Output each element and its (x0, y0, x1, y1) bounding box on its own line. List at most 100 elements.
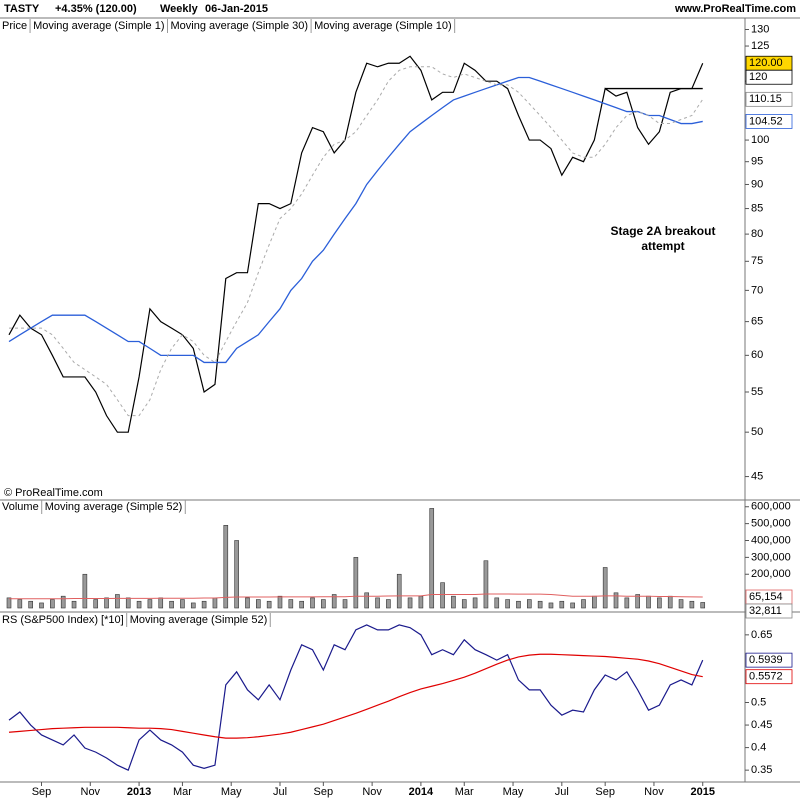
volume-bar (505, 599, 510, 609)
volume-bar (60, 595, 66, 609)
volume-bar (451, 595, 456, 609)
series-line (8, 76, 703, 364)
volume-bar (288, 599, 294, 609)
x-tick-label: Mar (455, 786, 474, 798)
volume-bar (17, 599, 23, 609)
volume-bar (407, 597, 413, 609)
volume-bar (602, 567, 608, 609)
volume-bar (440, 582, 445, 609)
volume-bar (592, 595, 597, 609)
y-tick-label: 600,000 (751, 501, 791, 513)
volume-bar (483, 560, 489, 609)
volume-bar (353, 557, 359, 609)
x-tick-label: Jul (555, 786, 569, 798)
volume-bar (537, 600, 543, 609)
volume-bar (223, 525, 229, 609)
y-tick-label: 55 (751, 386, 763, 398)
volume-bar (6, 597, 12, 609)
period: Weekly (160, 3, 199, 15)
series-line (8, 653, 703, 739)
legend-entry: Price (2, 20, 27, 32)
last-value-label: 0.5572 (749, 671, 783, 683)
y-tick-label: 65 (751, 316, 763, 328)
last-value-box (745, 69, 793, 85)
y-tick-label: 130 (751, 23, 769, 35)
volume-bar (212, 597, 218, 609)
volume-bar (570, 602, 575, 609)
volume-bar (71, 600, 77, 609)
volume-bar (50, 599, 55, 609)
volume-bar (548, 602, 554, 609)
x-tick-label: Sep (595, 786, 615, 798)
volume-bar (125, 597, 131, 609)
volume-bar (321, 599, 326, 609)
change: +4.35% (120.00) (55, 3, 137, 15)
x-tick-label: Sep (32, 786, 52, 798)
last-value-label: 65,154 (749, 591, 783, 603)
y-tick-label: 125 (751, 40, 769, 52)
y-tick-label: 100 (751, 134, 769, 146)
symbol: TASTY (4, 3, 40, 15)
volume-bar (82, 573, 88, 609)
volume-bar (624, 597, 630, 609)
volume-bar (689, 600, 695, 609)
volume-bar (472, 597, 478, 609)
last-value-label: 120.00 (749, 57, 783, 69)
date: 06-Jan-2015 (205, 3, 268, 15)
site: www.ProRealTime.com (674, 3, 796, 15)
volume-bar (418, 595, 424, 609)
volume-bar (245, 597, 250, 609)
y-tick-label: 0.35 (751, 764, 772, 776)
last-value-box (745, 114, 793, 129)
x-tick-label: May (503, 786, 524, 798)
y-tick-label: 85 (751, 202, 763, 214)
volume-bar (39, 602, 44, 609)
x-tick-label: Sep (314, 786, 334, 798)
y-tick-label: 90 (751, 178, 763, 190)
y-tick-label: 50 (751, 426, 763, 438)
y-tick-label: 95 (751, 156, 763, 168)
volume-bar (299, 600, 304, 609)
last-value-label: 32,811 (749, 605, 782, 617)
legend-entry: Moving average (Simple 10) (314, 20, 452, 32)
y-tick-label: 500,000 (751, 518, 791, 530)
volume-bar (136, 600, 142, 609)
volume-bar (158, 597, 164, 609)
x-tick-label: 2014 (409, 786, 434, 798)
last-value-box (745, 91, 793, 107)
volume-bar (115, 594, 120, 609)
volume-bar (277, 595, 283, 609)
volume-bar (331, 594, 337, 609)
volume-bar (364, 592, 370, 609)
last-value-label: 104.52 (749, 115, 783, 127)
y-tick-label: 200,000 (751, 568, 791, 580)
volume-bar (526, 599, 532, 609)
volume-bar (613, 592, 619, 609)
y-tick-label: 0.5 (751, 696, 766, 708)
x-tick-label: Nov (81, 786, 101, 798)
volume-bar (494, 597, 500, 609)
last-value-box (745, 603, 793, 619)
volume-bar (104, 597, 109, 609)
volume-bar (266, 600, 272, 609)
series-line (8, 593, 703, 600)
volume-bar (678, 599, 684, 609)
series-line (8, 624, 704, 771)
last-value-box (745, 669, 793, 685)
volume-bar (256, 599, 261, 609)
y-tick-label: 75 (751, 255, 763, 267)
y-tick-label: 80 (751, 228, 763, 240)
x-tick-label: Nov (644, 786, 664, 798)
x-tick-label: 2013 (127, 786, 151, 798)
volume-bar (201, 600, 207, 609)
volume-bar (375, 597, 380, 609)
y-tick-label: 0.45 (751, 719, 772, 731)
volume-bar (516, 600, 521, 609)
volume-bar (147, 599, 153, 609)
last-value-label: 0.5939 (749, 654, 783, 666)
series-line (8, 66, 704, 417)
legend-entry: Moving average (Simple 52) (130, 614, 268, 626)
y-tick-label: 60 (751, 349, 763, 361)
